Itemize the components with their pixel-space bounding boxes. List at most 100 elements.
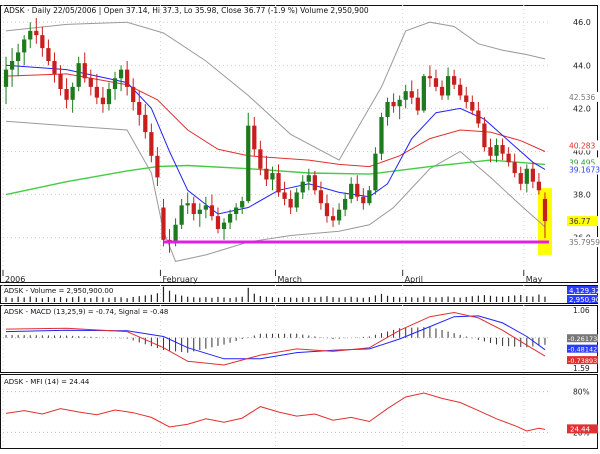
candle-body (221, 222, 227, 230)
candle-body (94, 86, 99, 98)
macd-signal-line (5, 315, 546, 360)
volume-bar (544, 296, 546, 302)
volume-bar (181, 295, 183, 302)
volume-bar (532, 296, 534, 302)
volume-bar (302, 297, 304, 302)
x-tick-label: February (162, 275, 198, 284)
candle-body (155, 155, 160, 178)
candle-body (149, 132, 154, 156)
candle-body (379, 117, 384, 154)
volume-tag-2: 2,950,900 (569, 296, 600, 304)
candle-body (512, 162, 517, 174)
volume-bar (187, 296, 189, 302)
candle-body (343, 198, 348, 210)
volume-tag-bg-2 (567, 295, 598, 303)
macd-tag-bg (567, 334, 598, 343)
volume-header: ADSK - Volume = 2,950,900.00 (4, 287, 113, 295)
x-tick-label: April (405, 275, 423, 284)
candle-body (367, 190, 372, 204)
candle-body (391, 101, 396, 107)
candle-body (349, 183, 354, 199)
volume-bar (11, 298, 13, 302)
candle-body (452, 76, 457, 85)
volume-bar (380, 293, 383, 302)
volume-bar (150, 294, 152, 302)
price-value-tag: 35.7959 (567, 237, 600, 248)
volume-bar (162, 286, 165, 302)
price-y-tick: 46.0 (573, 18, 591, 27)
candles (3, 17, 548, 253)
volume-bar (441, 297, 443, 302)
volume-bar (84, 297, 86, 302)
volume-tag-bg-1 (567, 286, 598, 294)
candle-body (3, 69, 9, 87)
macd-tag-bg (567, 356, 598, 365)
volume-bar (520, 294, 522, 302)
candle-body (112, 78, 118, 90)
price-value-tag-bg (567, 164, 598, 175)
volume-tag-1: 4,129,327 (569, 287, 600, 295)
candle-body (46, 48, 51, 62)
volume-bar (283, 297, 286, 302)
volume-bar (271, 297, 274, 302)
volume-bar (417, 297, 419, 302)
candle-body (397, 99, 402, 107)
candle-body (524, 168, 529, 184)
candle-body (125, 69, 130, 87)
candle-body (191, 203, 196, 214)
candle-body (542, 198, 548, 222)
candle-body (500, 145, 505, 154)
volume-bar (526, 296, 528, 302)
macd-tag: -0.261734 (568, 335, 600, 343)
candle-body (506, 153, 511, 163)
volume-bar (259, 296, 261, 302)
price-value-tag-text: 39.495 (569, 158, 595, 167)
volume-bar (508, 296, 510, 302)
candle-body (258, 149, 263, 169)
volume-bar (277, 297, 280, 302)
candle-body (82, 63, 87, 79)
candle-body (270, 173, 275, 180)
candle-body (64, 89, 69, 100)
candle-body (9, 61, 15, 70)
macd-header: ADSK - MACD (13,25,9) = -0.74, Signal = … (4, 308, 168, 316)
candle-body (276, 173, 281, 193)
candle-body (294, 192, 299, 208)
candle-body (494, 145, 499, 156)
x-tick-label: May (526, 275, 543, 284)
candle-body (488, 147, 493, 156)
candle-body (52, 61, 57, 74)
candle-body (536, 181, 542, 191)
candle-body (306, 175, 311, 182)
volume-bar (459, 297, 461, 302)
candle-body (240, 201, 245, 208)
volume-bar (465, 296, 467, 302)
candle-body (246, 125, 251, 202)
candle-body (234, 207, 239, 214)
volume-bar (41, 298, 43, 302)
volume-bar (265, 296, 268, 302)
candle-body (300, 181, 305, 193)
volume-bar (193, 297, 195, 302)
candle-body (470, 101, 475, 111)
macd-y-tick: 1.06 (573, 306, 590, 315)
volume-bar (308, 296, 310, 302)
price-value-tag-text: 42.536 (569, 93, 595, 102)
mfi-y-tick: 80% (573, 388, 590, 397)
volume-bar (211, 297, 213, 302)
candle-body (197, 209, 202, 214)
volume-bar (65, 298, 68, 302)
volume-bar (144, 295, 146, 302)
mfi-panel (0, 374, 598, 449)
volume-bar (247, 287, 249, 302)
macd-tag: -0.73893 (568, 357, 597, 365)
candle-body (131, 86, 136, 102)
candle-body (330, 216, 336, 221)
macd-panel (0, 305, 598, 373)
candle-body (288, 198, 293, 208)
candle-body (252, 125, 257, 150)
price-value-tag: 36.77 (567, 216, 598, 227)
volume-bar (332, 297, 334, 302)
volume-bar (156, 293, 159, 302)
